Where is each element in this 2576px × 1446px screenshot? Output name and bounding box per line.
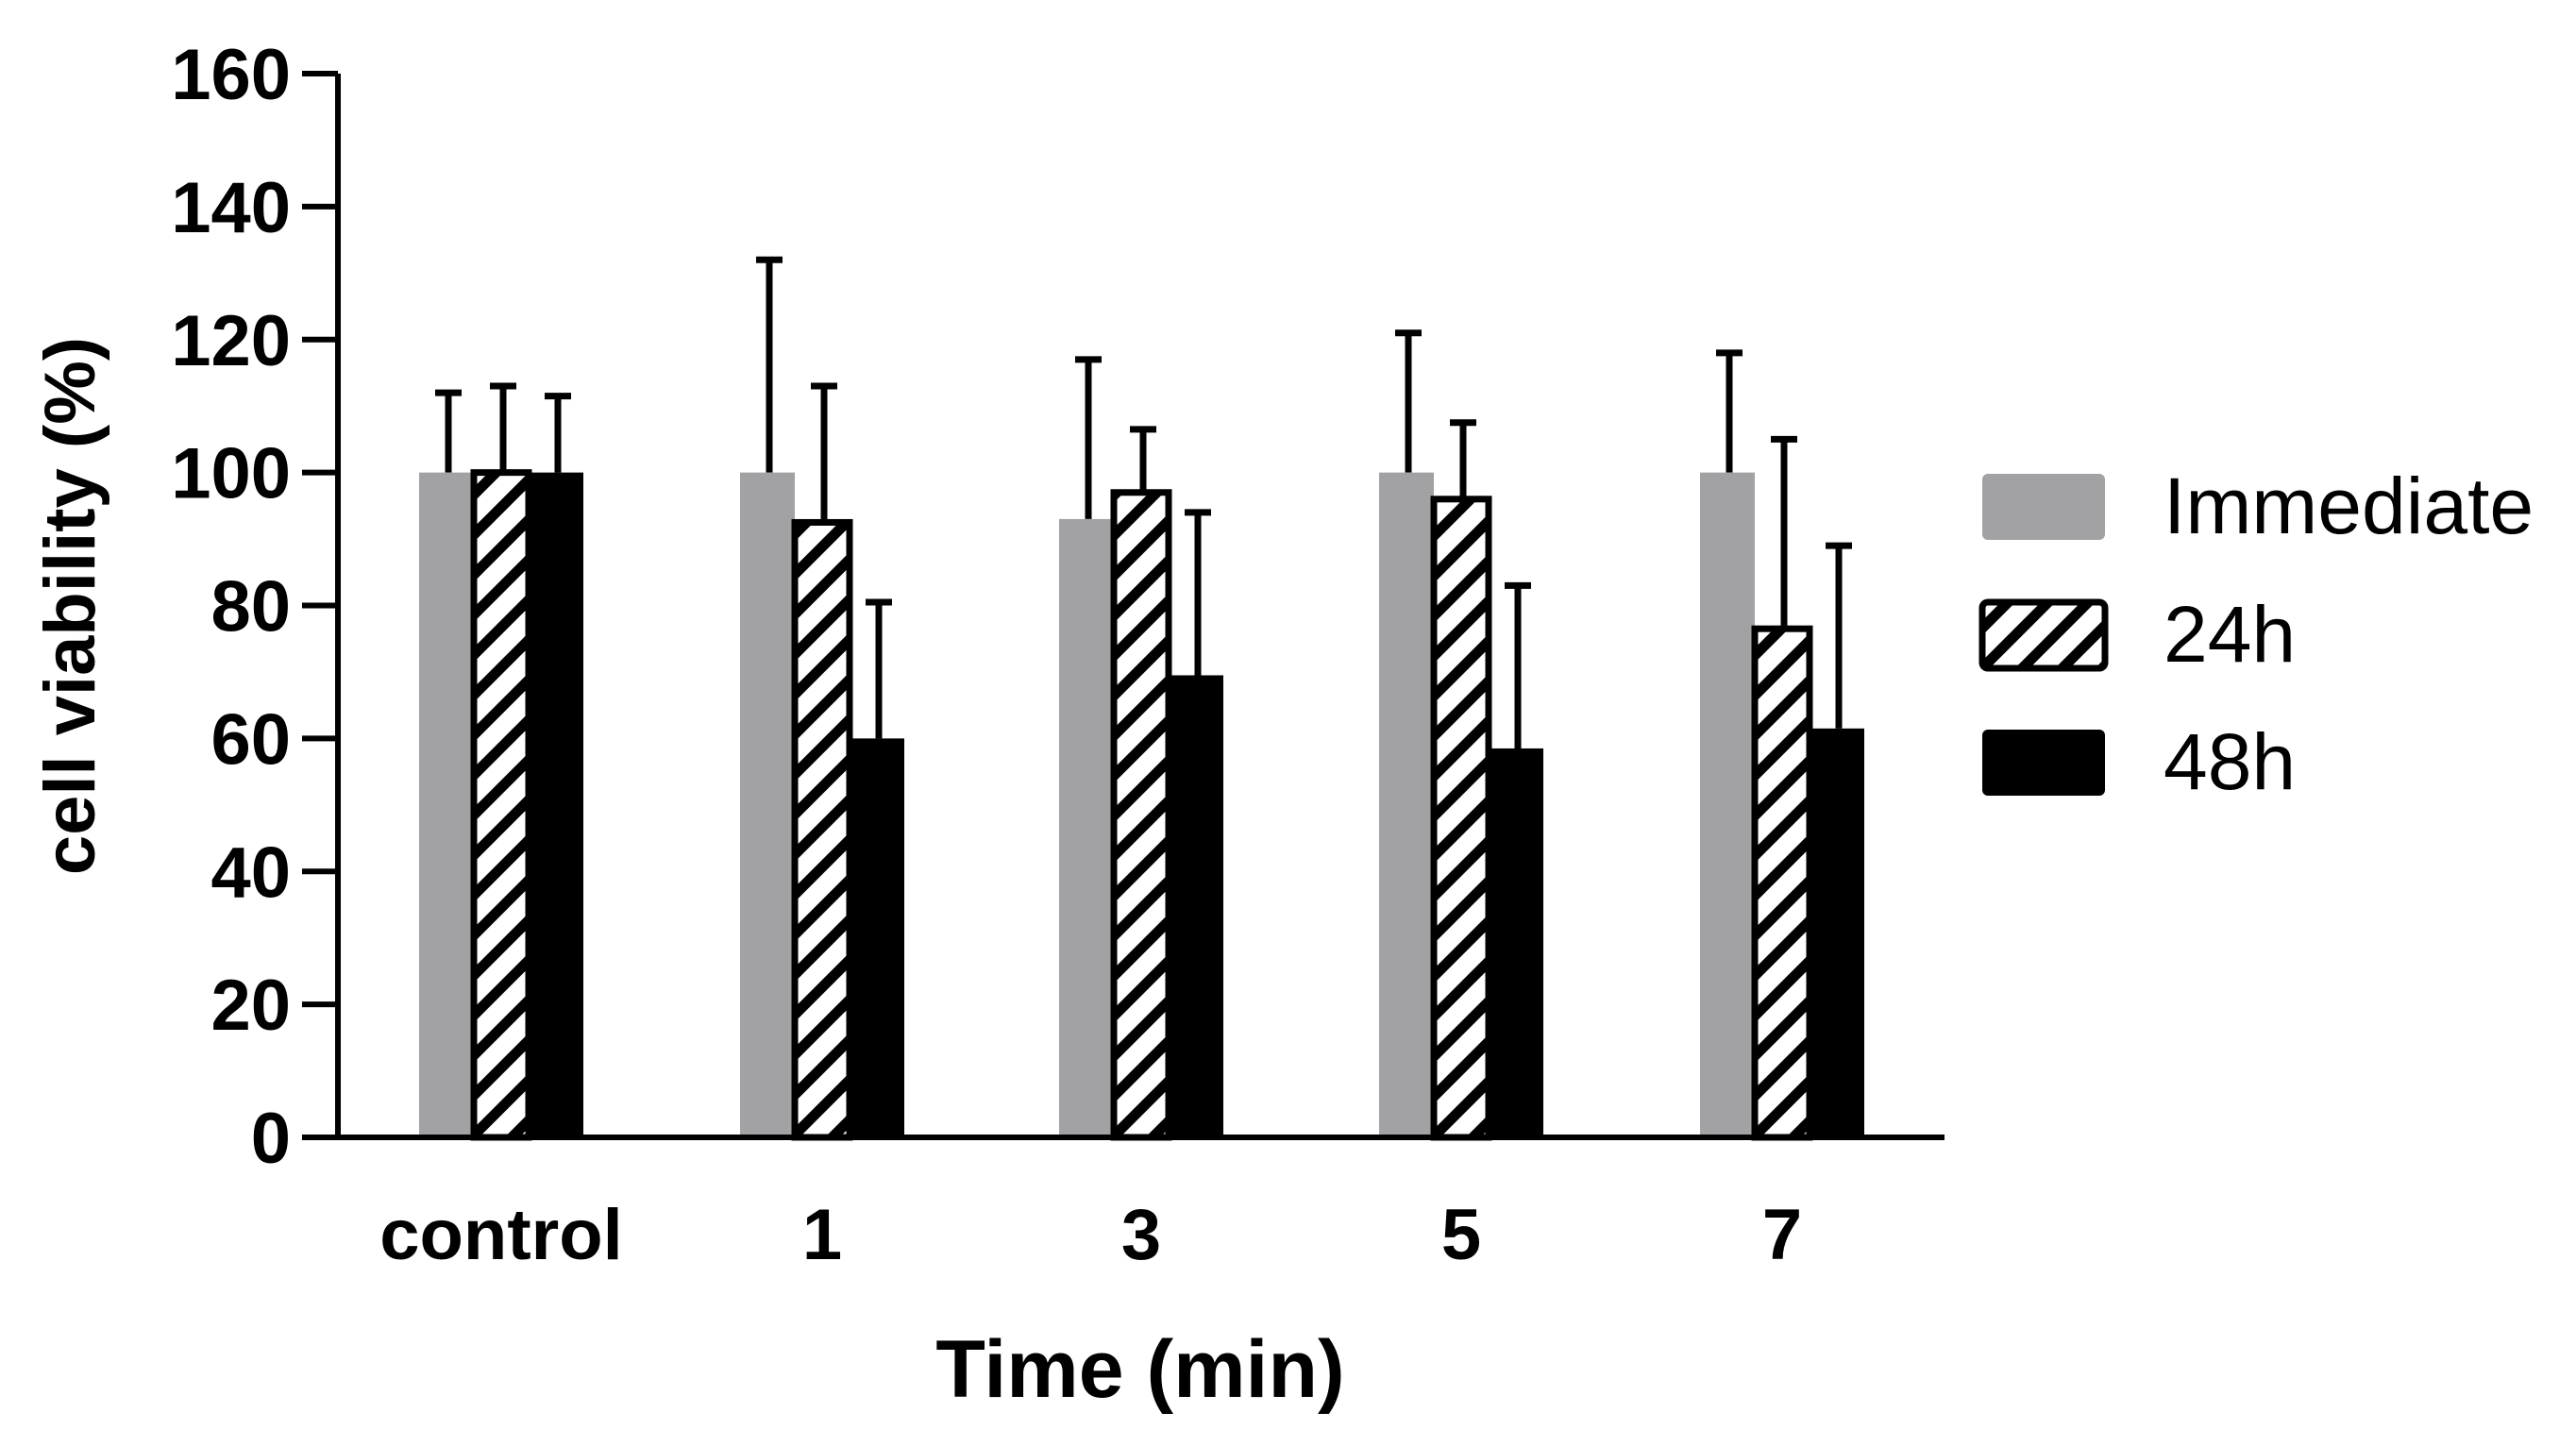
x-tick-label-control: control bbox=[379, 1195, 623, 1275]
bar-immediate-control bbox=[419, 472, 474, 1137]
error-bar-immediate-1 bbox=[756, 256, 783, 473]
y-tick-label-120: 120 bbox=[171, 301, 291, 381]
legend: Immediate 24h 48h bbox=[1978, 462, 2534, 806]
x-tick-label-7: 7 bbox=[1762, 1195, 1802, 1275]
y-tick-label-60: 60 bbox=[210, 699, 291, 780]
error-bar-24h-1 bbox=[811, 382, 837, 523]
error-bar-48h-5 bbox=[1505, 581, 1531, 748]
legend-label-immediate: Immediate bbox=[2164, 462, 2534, 550]
bar-immediate-7 bbox=[1700, 472, 1755, 1137]
y-ticks: 0 20 40 60 80 100 120 140 160 bbox=[171, 35, 338, 1179]
bar-48h-1 bbox=[850, 738, 904, 1137]
bar-immediate-3 bbox=[1059, 518, 1114, 1137]
y-tick-label-0: 0 bbox=[251, 1099, 291, 1179]
bar-48h-control bbox=[529, 472, 583, 1137]
error-bar-immediate-7 bbox=[1716, 349, 1743, 473]
error-bar-immediate-control bbox=[435, 389, 462, 473]
error-bar-48h-control bbox=[545, 393, 571, 473]
error-bar-24h-5 bbox=[1450, 419, 1476, 499]
error-bar-24h-control bbox=[490, 382, 516, 473]
error-bar-48h-3 bbox=[1185, 509, 1211, 676]
bar-24h-1 bbox=[791, 518, 853, 1141]
legend-item-immediate: Immediate bbox=[1982, 462, 2534, 550]
error-bar-24h-7 bbox=[1771, 435, 1797, 630]
y-tick-label-160: 160 bbox=[171, 35, 291, 115]
legend-label-24h: 24h bbox=[2164, 590, 2296, 679]
x-tick-label-1: 1 bbox=[802, 1195, 842, 1275]
legend-swatch-immediate bbox=[1982, 474, 2105, 540]
y-tick-label-140: 140 bbox=[171, 168, 291, 248]
x-tick-label-3: 3 bbox=[1121, 1195, 1161, 1275]
bar-24h-3 bbox=[1110, 489, 1172, 1141]
x-axis-title: Time (min) bbox=[935, 1324, 1344, 1415]
error-bars bbox=[435, 256, 1852, 748]
error-bar-24h-3 bbox=[1130, 426, 1156, 493]
y-tick-label-100: 100 bbox=[171, 434, 291, 514]
bar-24h-5 bbox=[1430, 496, 1492, 1141]
x-tick-labels: control 1 3 5 7 bbox=[379, 1195, 1802, 1275]
legend-label-48h: 48h bbox=[2164, 717, 2296, 806]
legend-swatch-48h bbox=[1982, 730, 2105, 796]
y-tick-label-80: 80 bbox=[210, 567, 291, 647]
bar-48h-5 bbox=[1489, 748, 1543, 1137]
bar-48h-7 bbox=[1810, 728, 1864, 1137]
bars bbox=[419, 469, 1864, 1141]
legend-item-24h: 24h bbox=[1978, 590, 2296, 679]
bar-immediate-5 bbox=[1379, 472, 1434, 1137]
x-tick-label-5: 5 bbox=[1441, 1195, 1481, 1275]
legend-item-48h: 48h bbox=[1982, 717, 2296, 806]
y-axis-title: cell viability (%) bbox=[30, 337, 110, 875]
error-bar-48h-7 bbox=[1826, 542, 1852, 729]
bar-24h-7 bbox=[1751, 625, 1813, 1141]
error-bar-48h-1 bbox=[866, 598, 892, 739]
bar-24h-control bbox=[470, 469, 532, 1141]
bar-immediate-1 bbox=[740, 472, 795, 1137]
bar-48h-3 bbox=[1169, 675, 1223, 1137]
y-tick-label-20: 20 bbox=[210, 966, 291, 1046]
error-bar-immediate-5 bbox=[1395, 329, 1422, 473]
legend-swatch-24h bbox=[1978, 598, 2109, 672]
error-bar-immediate-3 bbox=[1075, 356, 1102, 519]
y-tick-label-40: 40 bbox=[210, 832, 291, 913]
